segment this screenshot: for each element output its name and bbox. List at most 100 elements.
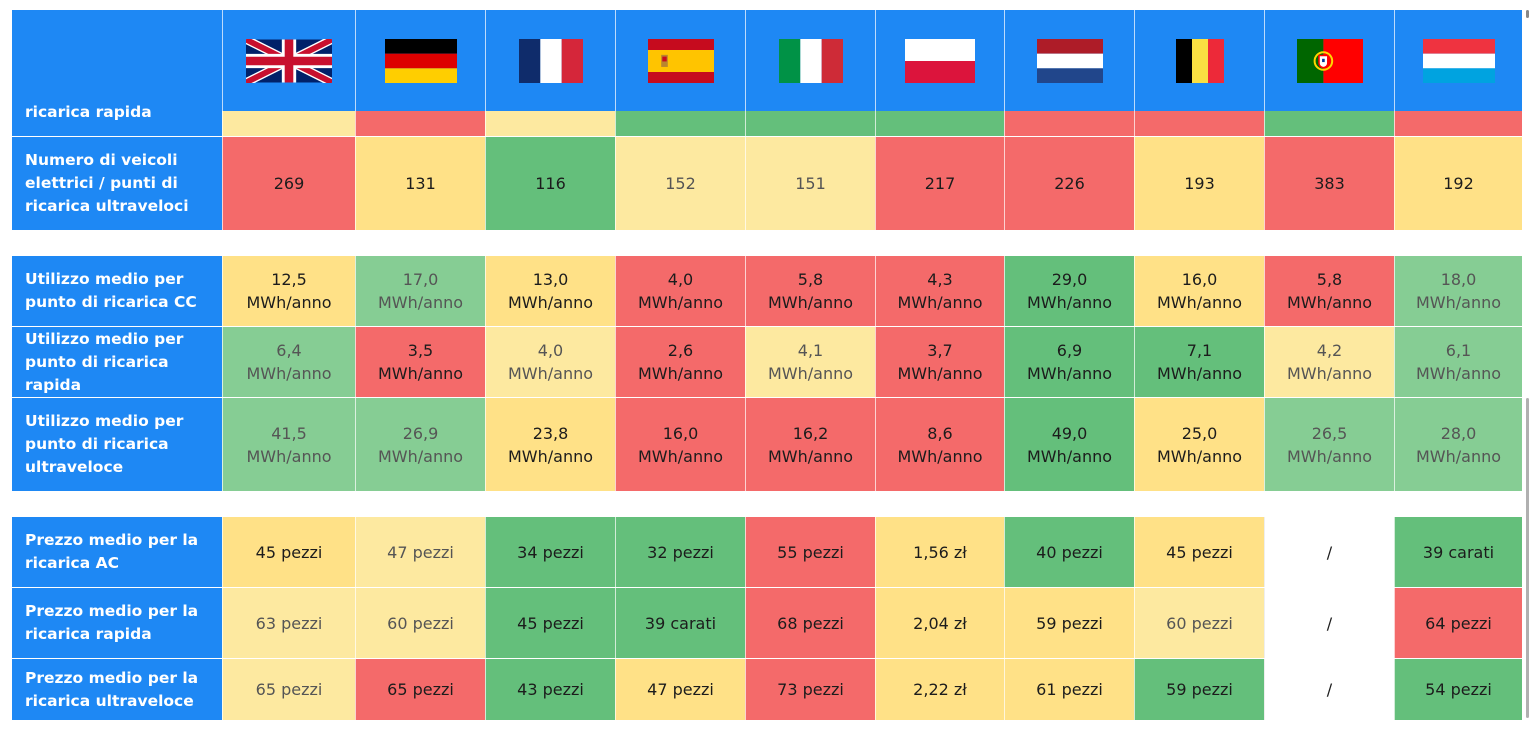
value-cell-france: 4,0 MWh/anno [485,327,615,397]
value-cell-germany: 47 pezzi [355,517,485,587]
cell-value: 193 [1184,174,1215,193]
value-cell-luxembourg: 64 pezzi [1394,588,1522,658]
header-spain [615,10,745,111]
value-cell-belgium: 16,0 MWh/anno [1134,256,1264,326]
cell-value: 6,1 MWh/anno [1415,341,1502,383]
partial-row-label: ricarica rapida [25,103,152,121]
cell-value: 39 carati [644,613,717,633]
belgium-flag-icon [1175,38,1224,83]
value-cell-germany: 26,9 MWh/anno [355,398,485,491]
row-label-text: Prezzo medio per la ricarica ultraveloce [25,668,199,710]
cell-value: 16,2 MWh/anno [767,423,854,466]
row-divider [222,587,1522,588]
header-uk [222,10,355,111]
value-cell-poland: 3,7 MWh/anno [875,327,1004,397]
partial-row-cell [485,111,615,136]
value-cell-luxembourg: 18,0 MWh/anno [1394,256,1522,326]
row-label-text: Prezzo medio per la ricarica AC [25,531,199,572]
header-italy [745,10,875,111]
value-cell-spain: 152 [615,137,745,230]
row-label: Utilizzo medio per punto di ricarica CC [12,256,222,326]
partial-row-cell [1264,111,1394,136]
value-cell-italy: 151 [745,137,875,230]
value-cell-france: 43 pezzi [485,659,615,720]
row-label: Prezzo medio per la ricarica AC [12,517,222,587]
cell-value: 5,8 MWh/anno [767,270,854,312]
cell-value: 4,1 MWh/anno [767,341,854,383]
value-cell-germany: 131 [355,137,485,230]
cell-value: 18,0 MWh/anno [1415,270,1502,312]
cell-value: 383 [1314,174,1345,193]
cell-value: 6,9 MWh/anno [1026,341,1113,383]
value-cell-poland: 8,6 MWh/anno [875,398,1004,491]
value-cell-uk: 12,5 MWh/anno [222,256,355,326]
value-cell-netherlands: 40 pezzi [1004,517,1134,587]
row-label: Numero di veicoli elettrici / punti di r… [12,137,222,230]
partial-row-cell [745,111,875,136]
value-cell-belgium: 60 pezzi [1134,588,1264,658]
cell-value: 65 pezzi [255,680,323,699]
row-label: Utilizzo medio per punto di ricarica ult… [12,398,222,491]
value-cell-uk: 63 pezzi [222,588,355,658]
cell-value: 41,5 MWh/anno [246,423,332,466]
scrollbar-track-mark[interactable] [1526,398,1529,718]
luxembourg-flag-icon [1422,38,1495,83]
cell-value: 45 pezzi [255,542,323,562]
cell-value: 68 pezzi [777,613,844,633]
cell-value: 192 [1443,174,1474,193]
cell-value: 6,4 MWh/anno [246,341,332,383]
value-cell-spain: 32 pezzi [615,517,745,587]
cell-value: 3,7 MWh/anno [897,341,983,383]
value-cell-spain: 47 pezzi [615,659,745,720]
cell-value: 28,0 MWh/anno [1415,423,1502,466]
partial-row-cell [1004,111,1134,136]
row-label-text: Utilizzo medio per punto di ricarica CC [25,270,197,311]
value-cell-poland: 2,22 zł [875,659,1004,720]
cell-value: 4,0 MWh/anno [507,341,594,383]
row-label-text: Numero di veicoli elettrici / punti di r… [25,151,189,215]
cell-value: 47 pezzi [647,680,714,699]
cell-value: 60 pezzi [1166,613,1233,633]
partial-row-cell [615,111,745,136]
cell-value: 26,9 MWh/anno [377,423,464,466]
cell-value: / [1326,613,1333,633]
poland-flag-icon [905,38,975,83]
value-cell-italy: 55 pezzi [745,517,875,587]
cell-value: 63 pezzi [255,613,323,633]
value-cell-uk: 269 [222,137,355,230]
value-cell-portugal: 383 [1264,137,1394,230]
scroll-indicator [1526,10,1529,18]
value-cell-italy: 73 pezzi [745,659,875,720]
value-cell-portugal: / [1264,517,1394,587]
cell-value: 29,0 MWh/anno [1026,270,1113,312]
cell-value: 65 pezzi [387,680,454,699]
value-cell-germany: 17,0 MWh/anno [355,256,485,326]
cell-value: 34 pezzi [517,542,584,562]
row-divider [222,326,1522,327]
cell-value: 1,56 zł [913,542,967,562]
value-cell-spain: 4,0 MWh/anno [615,256,745,326]
cell-value: 8,6 MWh/anno [897,423,983,466]
value-cell-france: 34 pezzi [485,517,615,587]
row-label-text: Utilizzo medio per punto di ricarica rap… [25,329,184,394]
row-divider [222,397,1522,398]
cell-value: 40 pezzi [1036,542,1103,562]
cell-value: 60 pezzi [387,613,454,633]
cell-value: 12,5 MWh/anno [246,270,332,312]
cell-value: 26,5 MWh/anno [1286,423,1373,466]
cell-value: 54 pezzi [1425,680,1492,699]
value-cell-germany: 3,5 MWh/anno [355,327,485,397]
cell-value: 47 pezzi [387,542,454,562]
cell-value: 16,0 MWh/anno [1156,270,1243,312]
value-cell-germany: 60 pezzi [355,588,485,658]
value-cell-netherlands: 29,0 MWh/anno [1004,256,1134,326]
value-cell-portugal: 5,8 MWh/anno [1264,256,1394,326]
value-cell-luxembourg: 54 pezzi [1394,659,1522,720]
cell-value: 59 pezzi [1036,613,1103,633]
cell-value: 5,8 MWh/anno [1286,270,1373,312]
cell-value: 61 pezzi [1036,680,1103,699]
cell-value: 39 carati [1422,542,1495,562]
value-cell-italy: 4,1 MWh/anno [745,327,875,397]
header-belgium [1134,10,1264,111]
value-cell-belgium: 25,0 MWh/anno [1134,398,1264,491]
